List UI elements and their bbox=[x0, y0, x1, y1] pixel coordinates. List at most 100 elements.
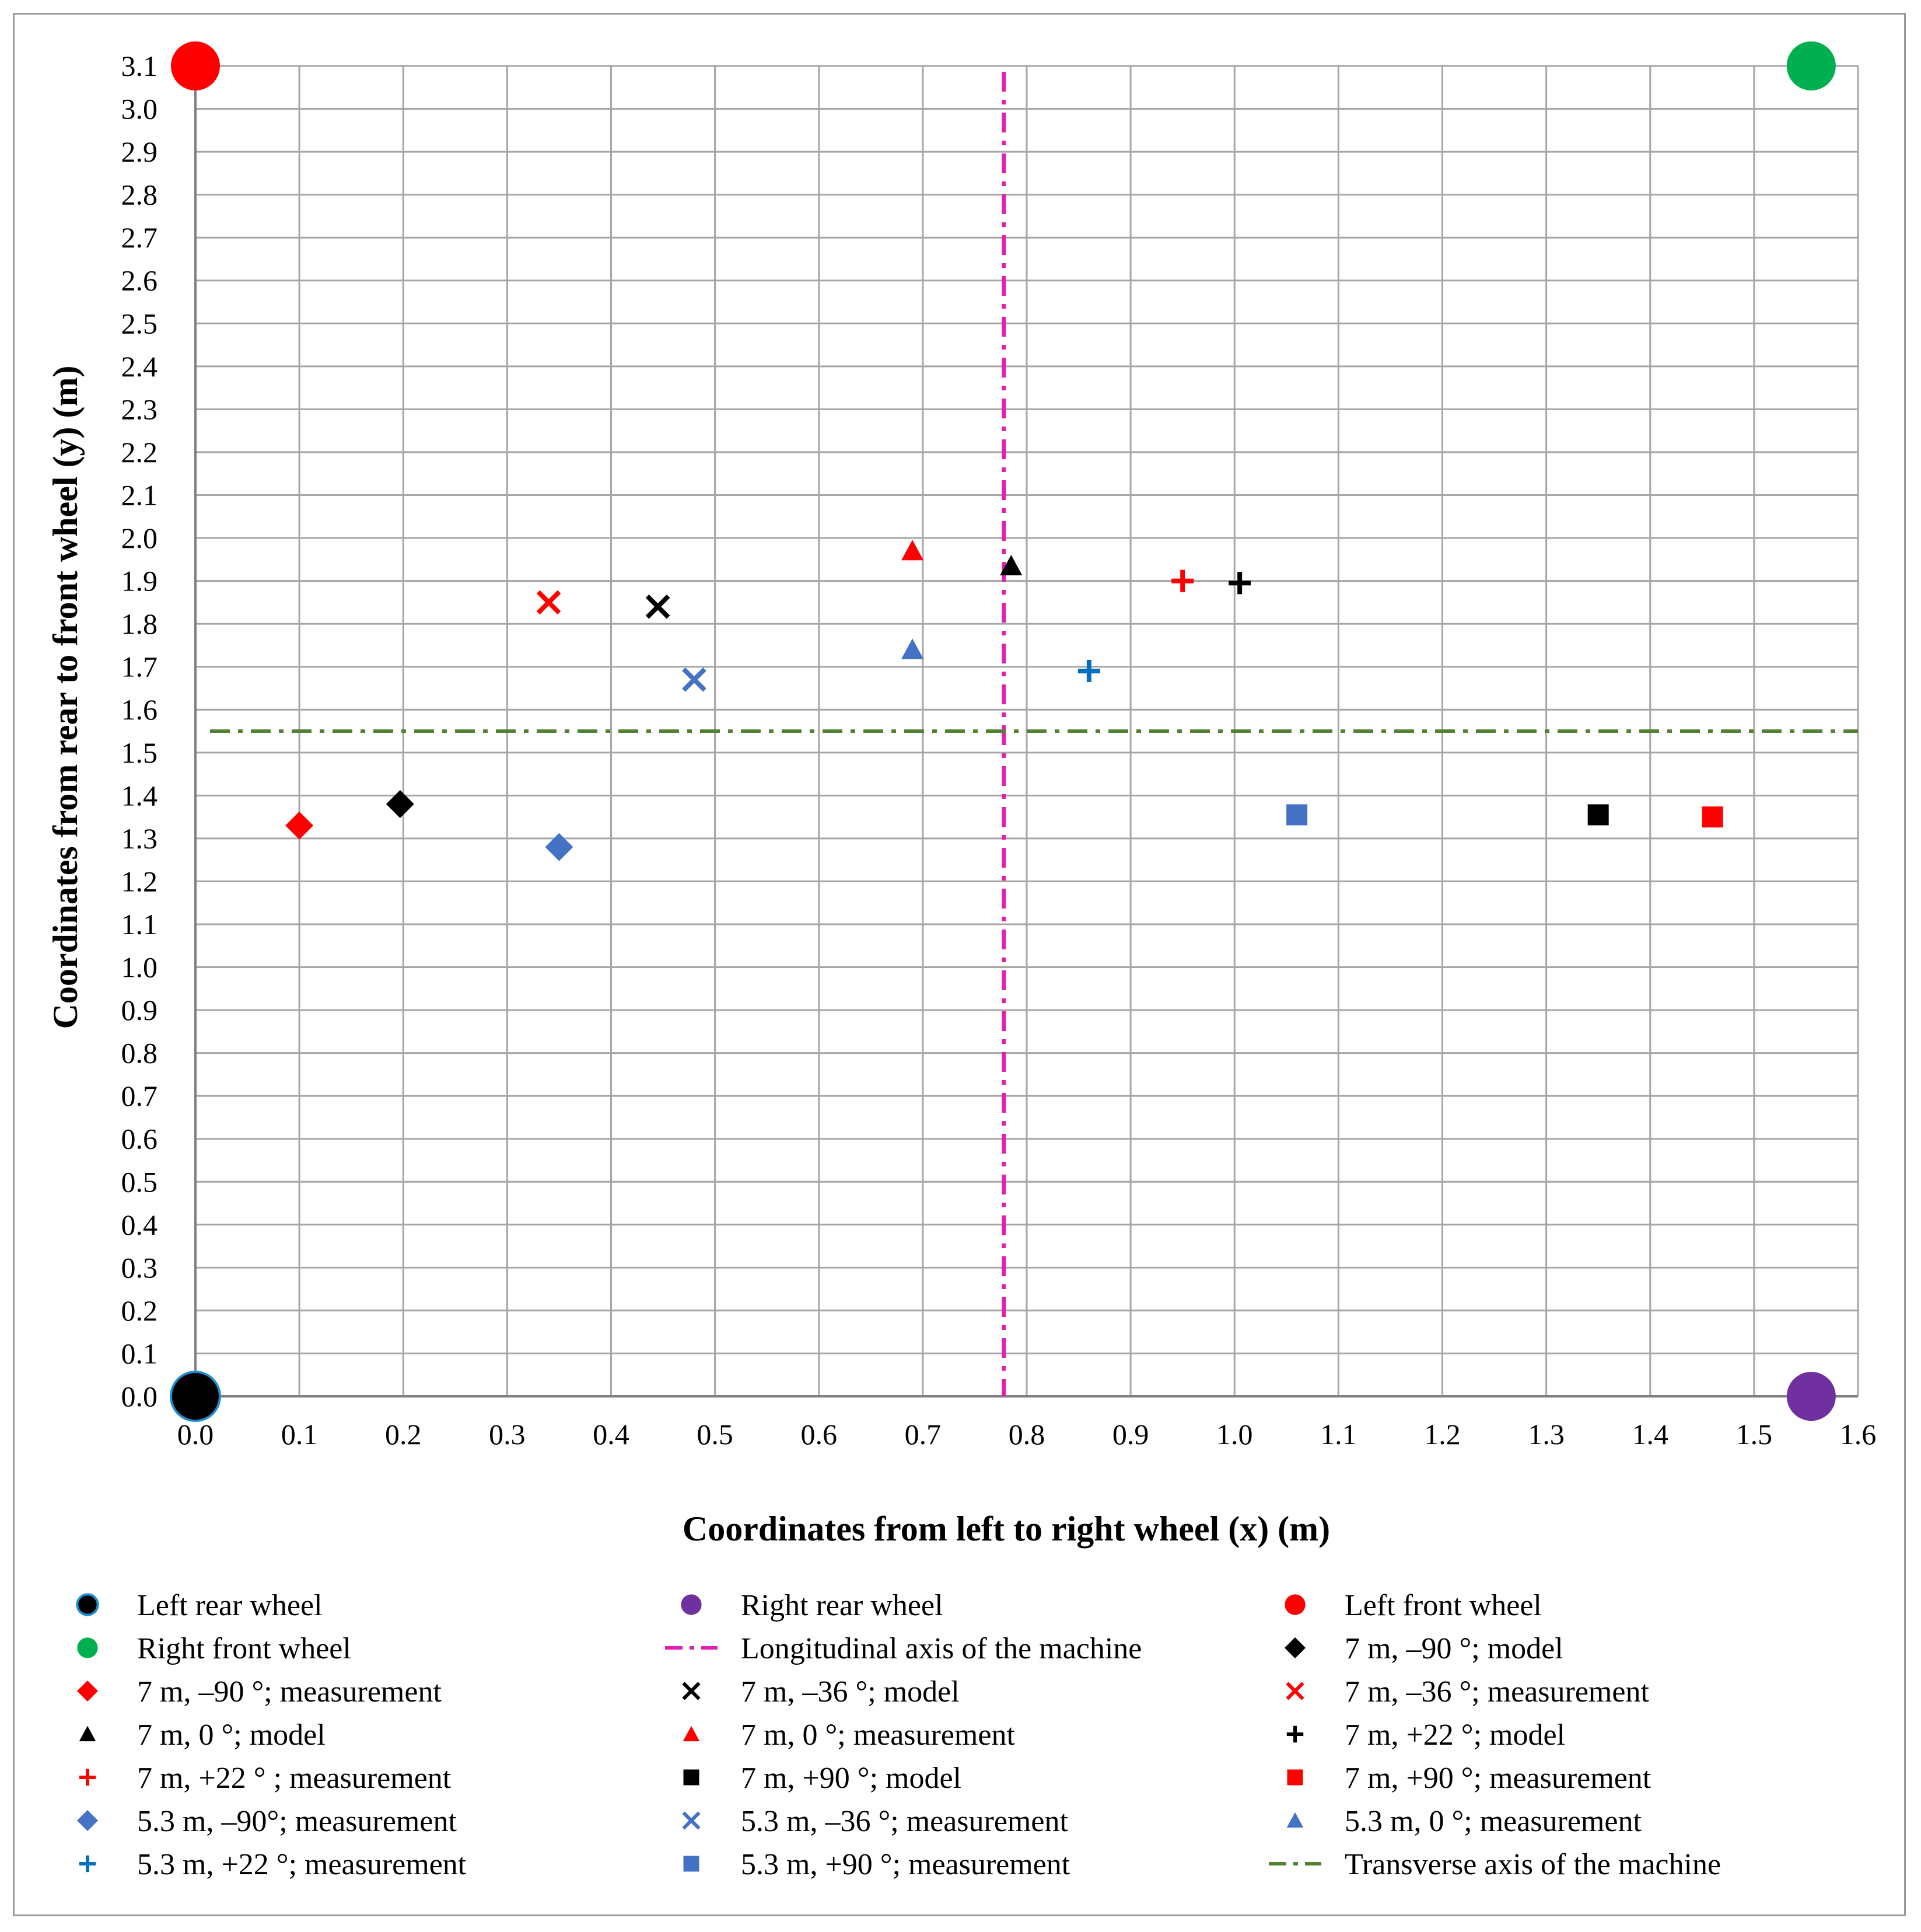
y-tick-label: 0.0 bbox=[121, 1380, 158, 1413]
legend-label: Right rear wheel bbox=[741, 1589, 943, 1622]
legend-marker bbox=[683, 1725, 700, 1742]
legend-marker bbox=[681, 1594, 702, 1615]
data-point bbox=[386, 790, 414, 819]
x-tick-label: 1.3 bbox=[1528, 1418, 1565, 1451]
x-tick-label: 1.6 bbox=[1840, 1418, 1877, 1451]
data-points bbox=[170, 41, 1836, 1422]
legend-label: 5.3 m, 0 °; measurement bbox=[1345, 1805, 1642, 1838]
data-point bbox=[1000, 554, 1023, 575]
legend-item: 5.3 m, 0 °; measurement bbox=[1286, 1805, 1642, 1838]
legend-marker bbox=[683, 1856, 699, 1872]
legend-marker bbox=[683, 1769, 699, 1786]
y-tick-labels: 0.0 0.1 0.2 0.3 0.4 0.5 0.6 0.7 0.8 0.9 1.0 1.1 1.2 1… bbox=[121, 50, 158, 1413]
legend-label: 7 m, –36 °; model bbox=[741, 1675, 960, 1709]
x-tick-label: 1.0 bbox=[1216, 1418, 1253, 1451]
x-tick-label: 1.5 bbox=[1736, 1418, 1773, 1451]
y-tick-label: 2.3 bbox=[121, 393, 158, 425]
data-point bbox=[1786, 1372, 1836, 1421]
legend-label: 7 m, –90 °; measurement bbox=[137, 1675, 442, 1709]
legend-marker bbox=[1287, 1769, 1303, 1786]
legend-marker bbox=[1285, 1637, 1306, 1658]
y-tick-label: 1.8 bbox=[121, 607, 158, 640]
y-tick-label: 0.5 bbox=[121, 1165, 158, 1198]
y-tick-label: 1.5 bbox=[121, 736, 158, 769]
y-tick-label: 0.2 bbox=[121, 1294, 158, 1327]
y-tick-label: 0.6 bbox=[121, 1123, 158, 1155]
legend-label: 7 m, +90 °; model bbox=[741, 1762, 961, 1795]
x-tick-label: 0.0 bbox=[177, 1418, 214, 1451]
legend-item: Right front wheel bbox=[77, 1632, 351, 1665]
legend-label: Left front wheel bbox=[1345, 1589, 1542, 1622]
legend-item: 7 m, –36 °; measurement bbox=[1286, 1675, 1649, 1709]
x-tick-label: 0.1 bbox=[281, 1418, 318, 1451]
data-point bbox=[1786, 41, 1836, 90]
y-axis-title: Coordinates from rear to front wheel (y)… bbox=[46, 366, 85, 1029]
x-tick-label: 0.2 bbox=[385, 1418, 422, 1451]
x-tick-label: 1.1 bbox=[1320, 1418, 1357, 1451]
legend-label: 5.3 m, –90°; measurement bbox=[137, 1805, 457, 1838]
data-point bbox=[1077, 660, 1100, 683]
x-tick-label: 0.4 bbox=[593, 1418, 629, 1451]
legend-label: 7 m, +22 °; model bbox=[1345, 1718, 1565, 1752]
machine-axes bbox=[210, 72, 1858, 1396]
data-point bbox=[171, 41, 220, 90]
legend-marker bbox=[79, 1725, 96, 1742]
legend-label: 5.3 m, +90 °; measurement bbox=[741, 1848, 1070, 1881]
data-point bbox=[1286, 804, 1308, 826]
legend-label: 7 m, 0 °; measurement bbox=[741, 1718, 1015, 1752]
legend-marker bbox=[79, 1855, 96, 1872]
legend-marker bbox=[77, 1810, 98, 1831]
legend-marker bbox=[77, 1637, 98, 1658]
legend-marker bbox=[1286, 1725, 1304, 1743]
legend: Left rear wheel Right rear wheel Left fron… bbox=[76, 1589, 1721, 1881]
legend-item: 7 m, +22 ° ; measurement bbox=[79, 1762, 452, 1795]
y-tick-label: 2.6 bbox=[121, 264, 158, 297]
y-tick-label: 1.4 bbox=[121, 779, 158, 812]
y-tick-label: 1.0 bbox=[121, 951, 158, 984]
x-tick-label: 0.6 bbox=[801, 1418, 838, 1451]
y-tick-label: 3.0 bbox=[121, 93, 158, 125]
legend-label: 7 m, 0 °; model bbox=[137, 1718, 326, 1752]
data-point bbox=[170, 1371, 221, 1422]
legend-item: 7 m, –36 °; model bbox=[682, 1675, 960, 1709]
x-tick-label: 1.4 bbox=[1632, 1418, 1669, 1451]
y-tick-label: 1.3 bbox=[121, 822, 158, 855]
legend-item: Left rear wheel bbox=[76, 1589, 323, 1622]
y-tick-label: 2.2 bbox=[121, 436, 158, 469]
legend-label: 5.3 m, +22 °; measurement bbox=[137, 1848, 467, 1881]
legend-label: 7 m, +90 °; measurement bbox=[1345, 1762, 1651, 1795]
data-point bbox=[1171, 570, 1194, 592]
data-point bbox=[901, 540, 924, 561]
data-point bbox=[901, 638, 924, 659]
y-tick-label: 0.7 bbox=[121, 1079, 158, 1112]
x-tick-label: 0.7 bbox=[905, 1418, 942, 1451]
legend-item: 7 m, 0 °; model bbox=[79, 1718, 326, 1752]
data-point bbox=[536, 590, 561, 615]
legend-item: Right rear wheel bbox=[681, 1589, 943, 1622]
y-tick-label: 1.1 bbox=[121, 908, 158, 941]
x-tick-label: 0.3 bbox=[489, 1418, 526, 1451]
x-tick-label: 0.5 bbox=[697, 1418, 733, 1451]
legend-item: 7 m, +22 °; model bbox=[1286, 1718, 1565, 1752]
y-tick-label: 1.9 bbox=[121, 565, 158, 598]
y-tick-label: 2.1 bbox=[121, 478, 158, 511]
y-tick-label: 3.1 bbox=[121, 50, 158, 82]
legend-label: 7 m, –90 °; model bbox=[1345, 1632, 1563, 1665]
x-tick-label: 0.9 bbox=[1112, 1418, 1149, 1451]
legend-marker bbox=[1285, 1594, 1306, 1615]
legend-item: 5.3 m, –90°; measurement bbox=[77, 1805, 457, 1838]
legend-marker bbox=[1286, 1812, 1304, 1828]
x-tick-labels: 0.0 0.1 0.2 0.3 0.4 0.5 0.6 0.7 0.8 0.9 1.0 1.1 1.2 1… bbox=[177, 1418, 1877, 1451]
legend-label: 7 m, –36 °; measurement bbox=[1345, 1675, 1649, 1709]
axis-lines bbox=[194, 66, 1858, 1398]
x-tick-label: 0.8 bbox=[1009, 1418, 1045, 1451]
y-tick-label: 2.7 bbox=[121, 221, 158, 254]
legend-item: 5.3 m, +22 °; measurement bbox=[79, 1848, 467, 1881]
legend-marker bbox=[682, 1811, 701, 1830]
y-tick-label: 2.8 bbox=[121, 179, 158, 211]
data-point bbox=[645, 594, 670, 619]
data-point bbox=[1229, 572, 1251, 595]
legend-marker bbox=[1286, 1682, 1304, 1700]
data-point bbox=[285, 811, 314, 840]
